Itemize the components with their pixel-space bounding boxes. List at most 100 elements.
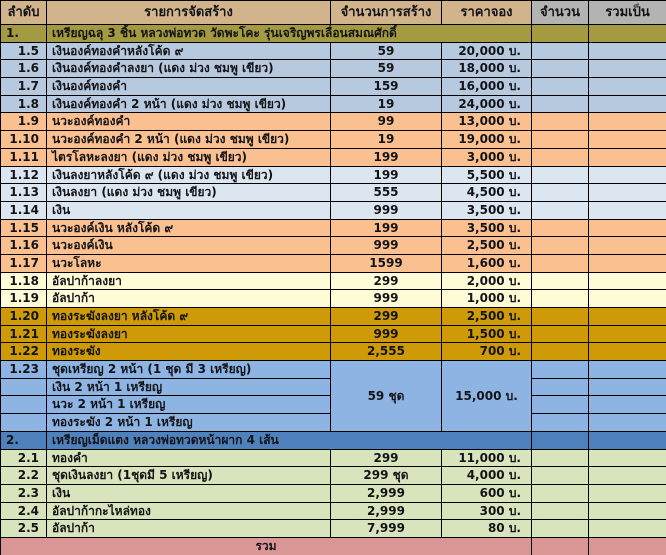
reserve-price-cell: 2,500 บ. <box>441 307 532 326</box>
section-title-cell: เหรียญฉลุ 3 ชิ้น หลวงพ่อทวด วัดพะโคะ รุ่… <box>46 24 532 43</box>
total-cell <box>588 253 666 273</box>
production-quantity-cell: 299 <box>330 448 442 468</box>
item-name-cell: อัลปาก้ากะไหล่ทอง <box>46 501 331 521</box>
amount-cell <box>531 501 589 521</box>
item-name-cell: อัลปาก้า <box>46 289 331 308</box>
table-row: 1.7 เงินองค์ทองคำ 159 16,000 บ. <box>0 77 666 96</box>
reserve-price-cell: 11,000 บ. <box>441 448 532 468</box>
reserve-price-cell: 1,600 บ. <box>441 253 532 273</box>
reserve-price-cell: 16,000 บ. <box>441 77 532 96</box>
production-quantity-cell: 199 <box>330 165 442 185</box>
amount-cell <box>531 253 589 273</box>
total-cell <box>588 413 666 432</box>
reserve-price-cell: 600 บ. <box>441 483 532 503</box>
amount-cell <box>531 218 589 238</box>
header-total: รวมเป็น <box>588 0 666 25</box>
amount-cell <box>531 165 589 185</box>
row-number-cell: 1.18 <box>0 271 47 291</box>
production-quantity-cell: 555 <box>330 183 442 202</box>
table-row: 1.5 เงินองค์ทองคำหลังโค้ด ๙ 59 20,000 บ. <box>0 41 666 61</box>
row-number-cell: 1.8 <box>0 94 47 114</box>
amount-cell <box>531 413 589 432</box>
row-number-cell <box>0 377 47 397</box>
total-cell <box>588 200 666 220</box>
reserve-price-cell: 20,000 บ. <box>441 41 532 61</box>
item-name-cell: เงินลงยาหลังโค้ด ๙ (แดง ม่วง ชมพู เขียว) <box>46 165 331 185</box>
row-number-cell: 1.5 <box>0 41 47 61</box>
amount-cell <box>531 360 589 379</box>
total-cell <box>588 130 666 149</box>
amount-cell <box>531 519 589 538</box>
row-number-cell: 2.4 <box>0 501 47 521</box>
row-number-cell: 1.22 <box>0 342 47 362</box>
production-quantity-cell: 2,999 <box>330 501 442 521</box>
amount-cell <box>531 24 589 43</box>
amount-cell <box>531 130 589 149</box>
reserve-price-cell: 3,500 บ. <box>441 218 532 238</box>
total-cell <box>588 24 666 43</box>
production-quantity-cell: 299 <box>330 307 442 326</box>
header-order-number: ลำดับ <box>0 0 47 25</box>
table-row: 1.15 นวะองค์เงิน หลังโค้ด ๙ 199 3,500 บ. <box>0 218 666 238</box>
production-quantity-cell: 299 ชุด <box>330 466 442 485</box>
row-number-cell: 1.20 <box>0 307 47 326</box>
reserve-price-cell: 3,500 บ. <box>441 200 532 220</box>
item-name-cell: นวะองค์เงิน <box>46 236 331 255</box>
total-cell <box>588 519 666 538</box>
amount-cell <box>531 289 589 308</box>
row-number-cell: 1.16 <box>0 236 47 255</box>
amount-cell <box>531 147 589 167</box>
item-name-cell: ทองระฆัง <box>46 342 331 362</box>
table-row: 2.1 ทองคำ 299 11,000 บ. <box>0 448 666 468</box>
table-row: 2.2 ชุดเงินลงยา (1ชุดมี 5 เหรียญ) 299 ชุด 4… <box>0 466 666 485</box>
header-production-quantity: จำนวนการสร้าง <box>330 0 442 25</box>
total-cell <box>588 77 666 96</box>
table-row: 2.3 เงิน 2,999 600 บ. <box>0 483 666 503</box>
production-quantity-cell: 2,999 <box>330 483 442 503</box>
total-cell <box>588 271 666 291</box>
reserve-price-cell: 4,000 บ. <box>441 466 532 485</box>
reserve-price-cell: 80 บ. <box>441 519 532 538</box>
row-number-cell: 1.9 <box>0 112 47 132</box>
production-quantity-cell: 999 <box>330 236 442 255</box>
table-row: 1.11 ไตรโลหะลงยา (แดง ม่วง ชมพู เขียว) 199… <box>0 147 666 167</box>
row-number-cell: 1.15 <box>0 218 47 238</box>
item-name-cell: อัลปาก้า <box>46 519 331 538</box>
item-name-cell: ชุดเงินลงยา (1ชุดมี 5 เหรียญ) <box>46 466 331 485</box>
header-reserve-price: ราคาจอง <box>441 0 532 25</box>
item-name-cell: นวะโลหะ <box>46 253 331 273</box>
table-row: 2.5 อัลปาก้า 7,999 80 บ. <box>0 519 666 538</box>
total-cell <box>588 395 666 415</box>
row-number-cell: 1.21 <box>0 324 47 344</box>
amount-cell <box>531 377 589 397</box>
section-row: 2. เหรียญเม็ดแตง หลวงพ่อทวดหน้าผาก 4 เส้น <box>0 430 666 450</box>
reserve-price-cell: 13,000 บ. <box>441 112 532 132</box>
reserve-price-cell: 300 บ. <box>441 501 532 521</box>
total-cell <box>588 289 666 308</box>
amount-cell <box>531 307 589 326</box>
table-row: 1.19 อัลปาก้า 999 1,000 บ. <box>0 289 666 308</box>
section-number-cell: 2. <box>0 430 47 450</box>
row-number-cell <box>0 395 47 415</box>
item-name-cell: เงินลงยา (แดง ม่วง ชมพู เขียว) <box>46 183 331 202</box>
production-quantity-cell: 999 <box>330 200 442 220</box>
item-name-cell: ชุดเหรียญ 2 หน้า (1 ชุด มี 3 เหรียญ) <box>46 360 331 379</box>
amount-cell <box>531 342 589 362</box>
production-quantity-cell: 999 <box>330 289 442 308</box>
total-cell <box>588 307 666 326</box>
total-cell <box>588 430 666 450</box>
table-row-set: 1.23 ชุดเหรียญ 2 หน้า (1 ชุด มี 3 เหรียญ)… <box>0 360 666 432</box>
item-name-cell: เงินองค์ทองคำหลังโค้ด ๙ <box>46 41 331 61</box>
total-row: รวม <box>0 536 666 555</box>
table-header: ลำดับ รายการจัดสร้าง จำนวนการสร้าง ราคาจ… <box>0 0 666 25</box>
production-quantity-cell: 199 <box>330 147 442 167</box>
item-name-cell: นวะองค์ทองคำ 2 หน้า (แดง ม่วง ชมพู เขียว… <box>46 130 331 149</box>
reserve-price-cell: 2,500 บ. <box>441 236 532 255</box>
total-cell <box>588 360 666 379</box>
amount-cell <box>531 236 589 255</box>
amount-cell <box>531 41 589 61</box>
item-name-cell: เงินองค์ทองคำ <box>46 77 331 96</box>
reserve-price-cell: 15,000 บ. <box>441 360 532 432</box>
item-name-cell: เงินองค์ทองคำลงยา (แดง ม่วง ชมพู เขียว) <box>46 59 331 79</box>
